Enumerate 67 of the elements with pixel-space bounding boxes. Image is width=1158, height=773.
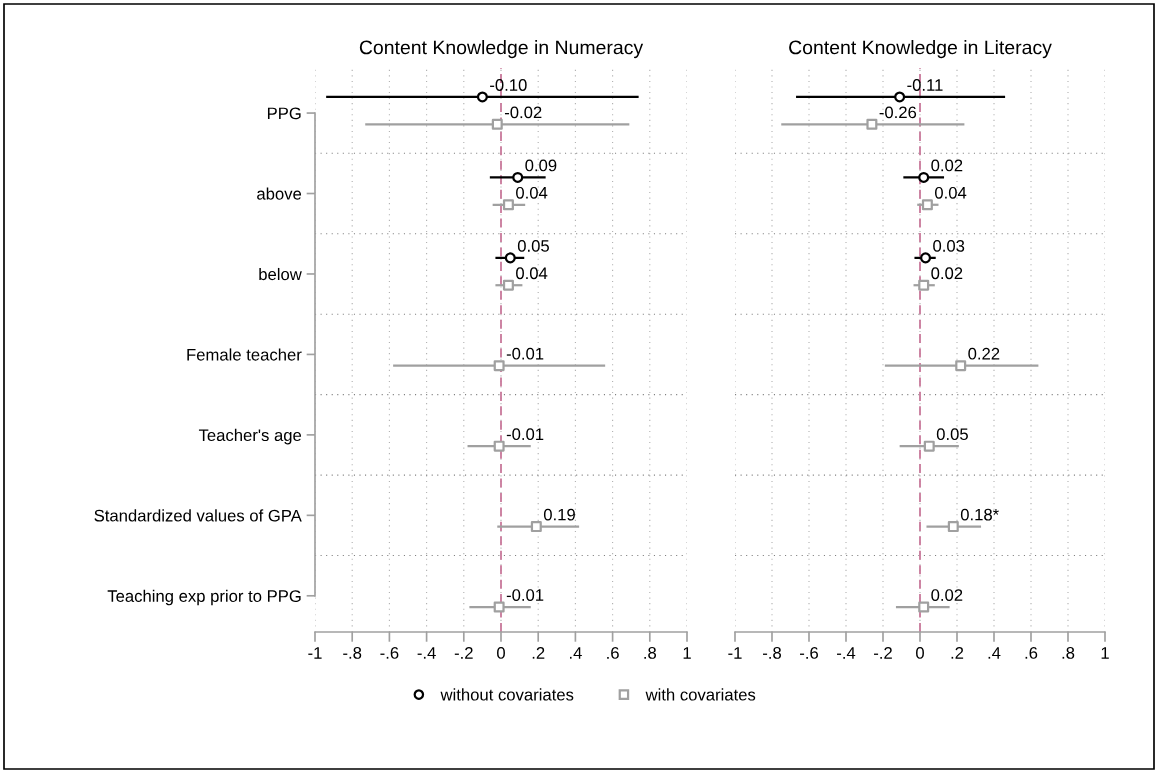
point	[530, 521, 542, 533]
x-tick-label: .8	[1062, 647, 1075, 659]
data-label: -0.11	[907, 79, 943, 91]
x-tick-label: -.6	[380, 647, 399, 659]
data-label: 0.04	[516, 267, 548, 280]
x-tick-label: -.4	[417, 647, 436, 659]
x-tick-label: .4	[988, 647, 1001, 659]
y-tick-label: below	[259, 267, 302, 281]
x-tick-label: -.8	[763, 647, 781, 659]
legend-label: without covariates	[440, 688, 574, 701]
data-label: 0.03	[933, 240, 965, 252]
point	[866, 118, 878, 130]
x-tick-label: 0	[916, 647, 924, 659]
data-label: -0.02	[504, 106, 542, 119]
x-tick-label: -.6	[800, 647, 818, 659]
x-tick-label: -1	[728, 647, 742, 659]
data-label: 0.04	[516, 186, 548, 199]
point	[918, 601, 930, 613]
x-tick-label: -.2	[874, 647, 892, 659]
point	[493, 360, 505, 372]
data-label: 0.09	[525, 159, 557, 172]
data-label: 0.05	[936, 428, 968, 441]
x-tick-label: .2	[951, 647, 964, 659]
x-tick-label: .6	[1025, 647, 1038, 659]
data-label: -0.01	[506, 347, 544, 360]
x-tick-label: 0	[497, 647, 505, 659]
point	[947, 521, 959, 533]
data-label: 0.04	[935, 186, 967, 199]
x-tick-label: -1	[308, 647, 322, 659]
x-tick-label: 1	[1101, 647, 1109, 659]
point	[921, 199, 933, 211]
data-label: 0.02	[931, 267, 963, 280]
y-tick-label: Standardized values of GPA	[94, 509, 302, 522]
data-label: 0.22	[968, 347, 1000, 360]
y-tick-label: Teaching exp prior to PPG	[107, 589, 301, 606]
x-tick-label: -.4	[837, 647, 856, 659]
point	[491, 118, 503, 130]
x-tick-label: 1	[683, 647, 691, 659]
data-label: -0.01	[506, 428, 544, 441]
point	[502, 199, 514, 211]
x-tick-label: .8	[644, 647, 657, 659]
point	[955, 360, 967, 372]
data-label: 0.05	[517, 240, 549, 252]
chart-title: Content Knowledge in Numeracy	[359, 40, 644, 59]
data-label: 0.02	[931, 589, 963, 601]
point	[493, 440, 505, 452]
point	[502, 279, 514, 291]
data-label: 0.02	[931, 159, 963, 172]
chart-title: Content Knowledge in Literacy	[789, 40, 1052, 59]
x-tick-label: -.2	[454, 647, 473, 659]
data-label: 0.18*	[960, 508, 999, 521]
point	[493, 601, 505, 613]
y-tick-label: PPG	[267, 107, 301, 120]
x-tick-label: .6	[607, 647, 619, 659]
data-label: -0.10	[490, 79, 527, 91]
point	[923, 440, 935, 452]
data-label: -0.26	[879, 106, 917, 119]
y-tick-label: above	[257, 187, 302, 200]
legend-label: with covariates	[645, 688, 756, 701]
data-label: 0.19	[543, 508, 575, 521]
y-tick-label: Female teacher	[187, 348, 302, 361]
x-tick-label: .2	[532, 647, 545, 659]
y-tick-label: Teacher's age	[198, 428, 302, 445]
x-tick-label: .4	[569, 647, 582, 659]
x-tick-label: -.8	[343, 647, 362, 659]
point	[918, 279, 930, 291]
data-label: -0.01	[506, 589, 544, 601]
